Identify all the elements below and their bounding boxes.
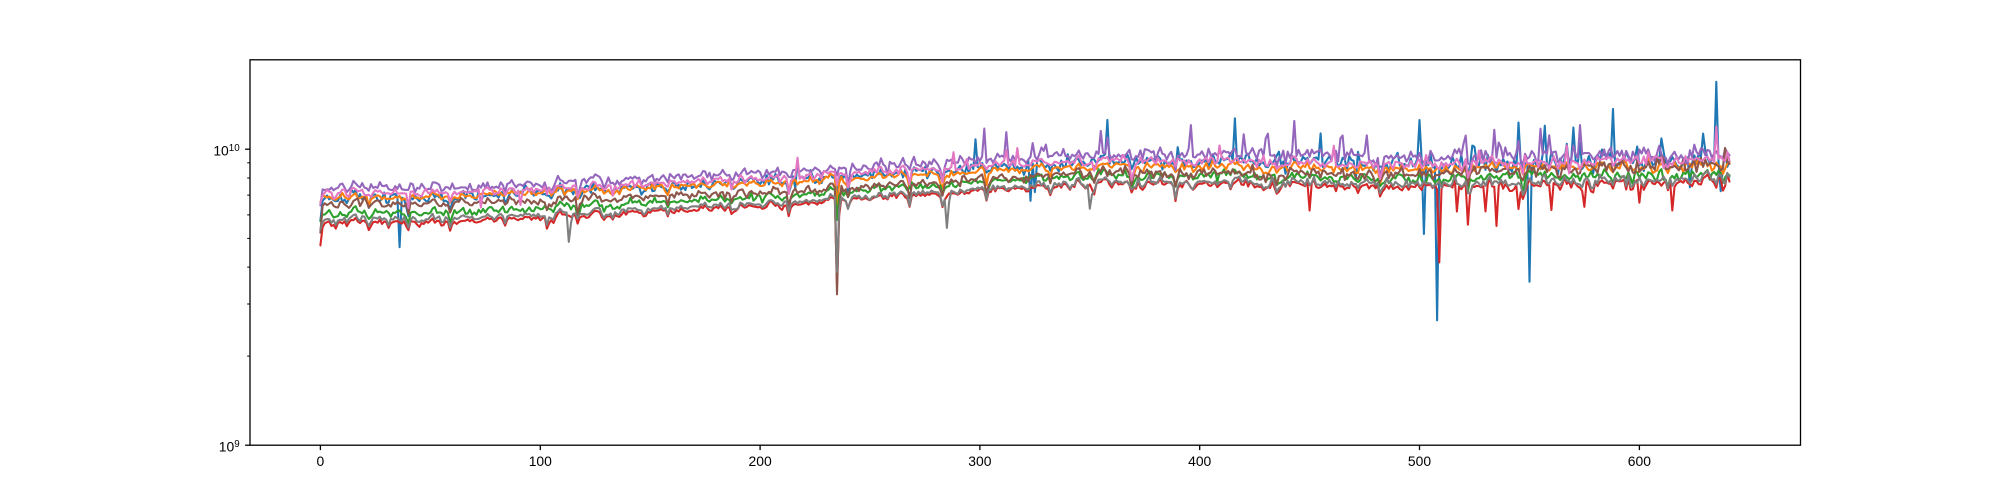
svg-text:100: 100	[529, 453, 552, 469]
svg-text:300: 300	[968, 453, 991, 469]
svg-text:600: 600	[1628, 453, 1651, 469]
svg-text:400: 400	[1188, 453, 1211, 469]
svg-text:200: 200	[749, 453, 772, 469]
svg-text:500: 500	[1408, 453, 1431, 469]
svg-text:0: 0	[317, 453, 325, 469]
